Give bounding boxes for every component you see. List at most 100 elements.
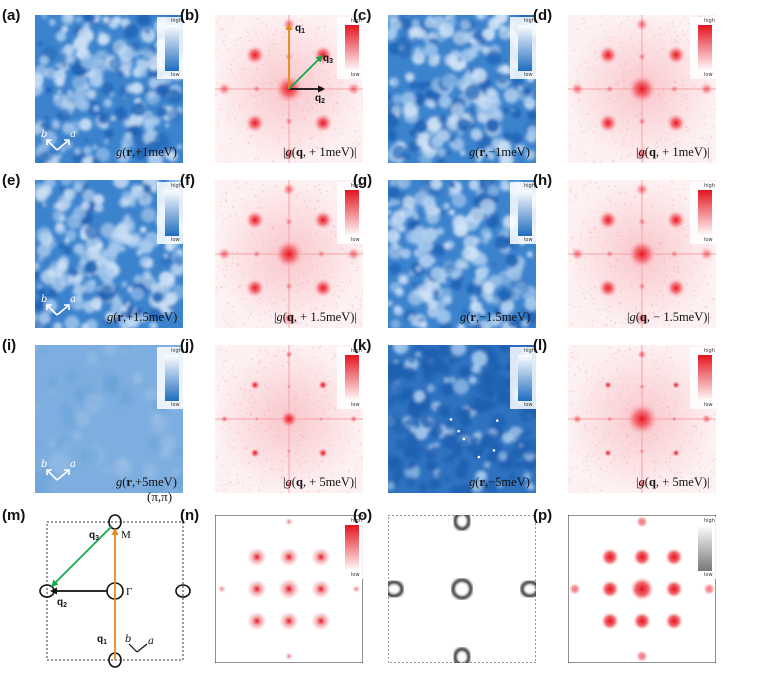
fft-noise	[569, 74, 571, 76]
fft-noise	[691, 458, 693, 460]
fft-noise	[617, 383, 619, 385]
fft-noise	[316, 491, 318, 493]
sim-peak	[665, 580, 683, 598]
fft-noise	[297, 383, 299, 385]
fft-noise	[339, 244, 341, 246]
fft-noise	[618, 435, 620, 437]
fft-noise	[683, 184, 685, 186]
map-speck	[406, 429, 410, 433]
fft-noise	[695, 425, 696, 427]
fft-noise	[311, 264, 313, 266]
fft-noise	[255, 96, 257, 98]
fft-noise	[231, 143, 233, 145]
fft-noise	[276, 108, 278, 110]
fft-noise	[571, 82, 573, 84]
fft-noise	[273, 106, 275, 108]
fft-noise	[333, 108, 335, 110]
fft-noise	[333, 295, 335, 297]
fft-noise	[222, 365, 224, 367]
fft-noise	[586, 220, 588, 222]
map-speck	[61, 275, 72, 286]
fft-noise	[302, 437, 304, 439]
fft-noise	[281, 468, 283, 470]
fft-noise	[307, 185, 309, 187]
fft-noise	[634, 299, 636, 301]
fft-noise	[227, 393, 229, 395]
fft-noise	[280, 274, 282, 276]
fft-noise	[255, 17, 257, 19]
map-speck	[62, 442, 71, 451]
fft-noise	[610, 201, 612, 203]
fft-noise	[234, 274, 236, 276]
fft-noise	[346, 265, 348, 267]
fft-noise	[282, 40, 284, 42]
fft-noise	[585, 456, 587, 458]
fft-noise	[658, 186, 660, 188]
fft-noise	[625, 105, 627, 107]
fft-peak-edge	[220, 415, 228, 423]
fft-noise	[323, 237, 325, 239]
fft-noise	[679, 22, 681, 24]
map-speck	[459, 459, 469, 469]
map-speck	[80, 451, 88, 459]
fft-noise	[222, 394, 223, 396]
map-speck	[416, 266, 421, 271]
map-speck	[480, 228, 490, 238]
fft-noise	[247, 317, 249, 319]
sim-peak	[312, 612, 330, 630]
map-speck	[398, 36, 413, 51]
fft-noise	[620, 291, 622, 293]
fft-noise	[621, 322, 623, 324]
fft-noise	[284, 32, 286, 34]
fft-noise	[256, 154, 258, 156]
fft-noise	[613, 100, 615, 102]
fft-noise	[627, 226, 629, 228]
fft-noise	[675, 81, 677, 83]
fft-noise	[221, 18, 223, 20]
fft-noise	[661, 100, 663, 102]
fft-noise	[241, 75, 243, 77]
fft-noise	[232, 311, 234, 313]
sim-peak-edge	[352, 585, 360, 593]
fft-noise	[260, 409, 262, 411]
map-speck	[506, 454, 511, 459]
fft-noise	[274, 240, 276, 242]
fft-noise	[231, 93, 233, 95]
fft-noise	[232, 74, 234, 76]
fft-noise	[216, 83, 218, 85]
fft-noise	[619, 481, 621, 483]
fft-noise	[228, 82, 230, 84]
fft-noise	[693, 143, 695, 145]
fft-noise	[569, 36, 571, 38]
fft-noise	[219, 374, 221, 376]
fft-noise	[269, 311, 271, 313]
fft-noise	[229, 397, 231, 399]
fft-noise	[254, 183, 256, 185]
fft-noise	[639, 374, 641, 376]
fft-noise	[585, 223, 587, 225]
fft-noise	[583, 186, 585, 188]
fft-noise	[600, 314, 602, 316]
fft-noise	[360, 93, 362, 95]
fft-noise	[657, 193, 659, 195]
fft-noise	[619, 306, 621, 308]
fft-noise	[297, 349, 299, 351]
fft-noise	[335, 235, 337, 237]
fft-noise	[633, 472, 635, 474]
fft-noise	[261, 263, 263, 265]
fft-noise	[598, 28, 600, 30]
fft-noise	[605, 239, 607, 241]
map-speck	[405, 154, 411, 160]
fft-noise	[296, 194, 298, 196]
fft-noise	[652, 206, 654, 208]
fft-noise	[260, 22, 262, 24]
fft-noise	[698, 91, 700, 93]
fft-noise	[277, 147, 279, 149]
fft-noise	[575, 276, 577, 278]
fft-noise	[610, 354, 612, 356]
fft-noise	[572, 402, 574, 404]
fft-noise	[627, 221, 629, 223]
fft-noise	[279, 365, 281, 367]
map-speck	[42, 202, 47, 207]
